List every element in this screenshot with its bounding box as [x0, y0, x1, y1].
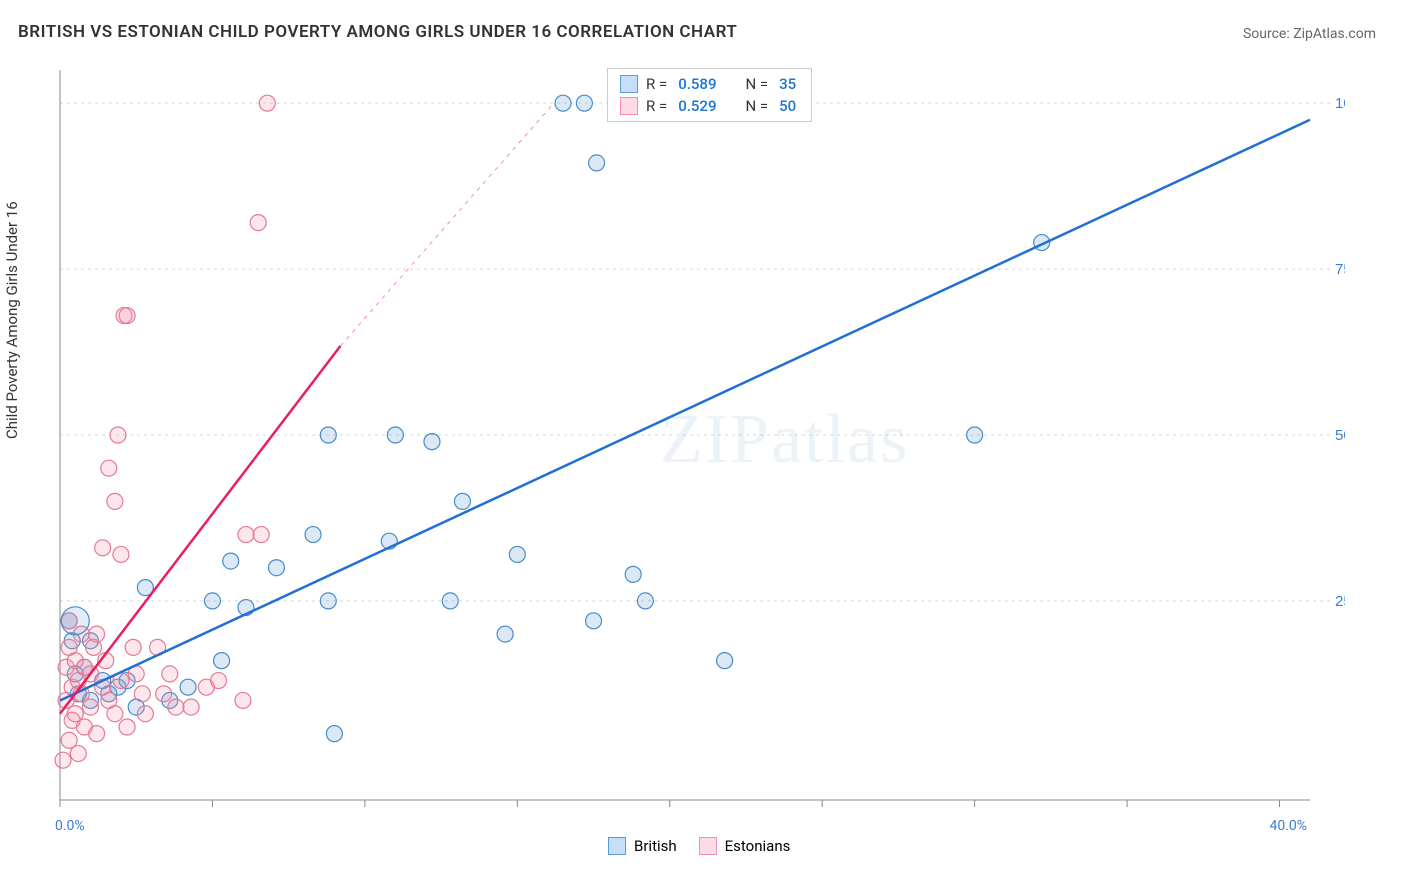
legend-n-label: N = [745, 97, 768, 115]
svg-text:50.0%: 50.0% [1335, 427, 1345, 444]
y-axis-label: Child Poverty Among Girls Under 16 [3, 201, 21, 439]
legend-r-value: 0.589 [678, 75, 716, 93]
chart-area: 25.0%50.0%75.0%100.0% ZIPatlas R =0.589N… [50, 60, 1345, 830]
legend-swatch [608, 837, 626, 855]
legend-row: R = 0.529 N = 50 [620, 97, 799, 115]
legend-n-value: 35 [779, 75, 796, 93]
source-attribution: Source: ZipAtlas.com [1243, 26, 1376, 42]
legend-series-item: British [608, 837, 677, 855]
legend-series-item: Estonians [699, 837, 791, 855]
legend-n-value: 50 [779, 97, 796, 115]
legend-swatch [699, 837, 717, 855]
x-axis-start-label: 0.0% [55, 818, 85, 834]
x-axis-end-label: 40.0% [1270, 818, 1308, 834]
svg-text:100.0%: 100.0% [1335, 95, 1345, 112]
svg-text:75.0%: 75.0% [1335, 261, 1345, 278]
scatter-chart-svg: 25.0% 50.0% 75.0% 100.0% [50, 60, 1345, 860]
legend-series-label: British [634, 837, 677, 855]
legend-swatch [620, 97, 638, 115]
legend-r-value: 0.529 [678, 97, 716, 115]
legend-n-label: N = [745, 75, 768, 93]
legend-row: R = 0.589 N = 35 [620, 75, 799, 93]
svg-text:25.0%: 25.0% [1335, 593, 1345, 610]
legend-series: British Estonians [608, 837, 790, 855]
legend-r-label: R = [646, 75, 667, 93]
chart-title: BRITISH VS ESTONIAN CHILD POVERTY AMONG … [18, 22, 737, 42]
legend-swatch [620, 75, 638, 93]
legend-r-label: R = [646, 97, 667, 115]
legend-correlation: R = 0.589 N = 35 R = 0.529 N = 50 [607, 68, 812, 122]
legend-series-label: Estonians [725, 837, 791, 855]
